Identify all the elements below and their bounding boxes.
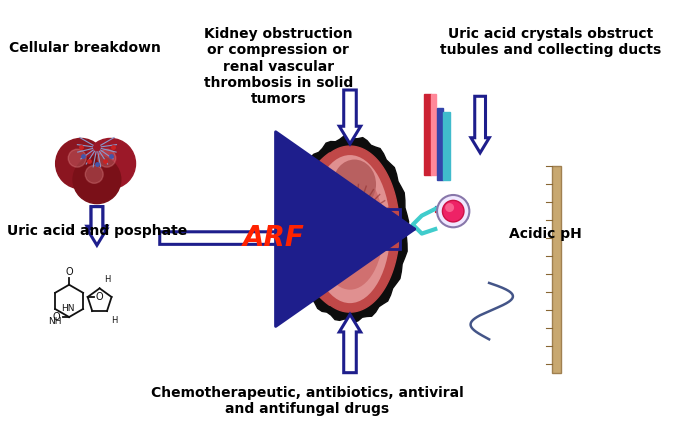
FancyBboxPatch shape [293,235,341,250]
FancyBboxPatch shape [293,222,341,236]
Text: O: O [65,267,73,277]
Bar [423,95,431,175]
Circle shape [437,195,469,227]
Ellipse shape [311,204,336,254]
Bar [437,108,443,180]
Circle shape [55,139,106,189]
Circle shape [68,149,86,167]
Bar [443,112,449,180]
Polygon shape [339,90,360,144]
Ellipse shape [316,169,384,289]
Circle shape [86,165,103,183]
Ellipse shape [310,155,391,303]
Circle shape [443,200,464,222]
Text: O: O [53,312,60,322]
Bar [431,95,436,175]
Polygon shape [292,146,399,312]
Text: H: H [104,275,111,284]
Circle shape [98,149,116,167]
Text: HN: HN [62,305,75,313]
Text: NH: NH [49,317,62,326]
Circle shape [86,139,135,189]
Polygon shape [284,136,408,323]
Polygon shape [160,227,296,249]
Bar [552,166,561,373]
Polygon shape [87,206,107,242]
Circle shape [445,203,454,212]
Text: ARF: ARF [243,224,304,252]
Polygon shape [471,96,489,153]
Ellipse shape [333,159,376,209]
FancyBboxPatch shape [452,203,468,210]
Text: O: O [96,292,103,302]
Circle shape [73,156,121,204]
Text: Kidney obstruction
or compression or
renal vascular
thrombosis in solid
tumors: Kidney obstruction or compression or ren… [204,27,353,106]
Text: Uric acid and posphate: Uric acid and posphate [7,224,187,238]
Text: Uric acid crystals obstruct
tubules and collecting ducts: Uric acid crystals obstruct tubules and … [440,27,661,57]
FancyBboxPatch shape [293,208,341,223]
Text: Chemotherapeutic, antibiotics, antiviral
and antifungal drugs: Chemotherapeutic, antibiotics, antiviral… [150,386,463,416]
Text: Acidic pH: Acidic pH [509,226,581,241]
Text: H: H [111,316,118,325]
Text: Cellular breakdown: Cellular breakdown [9,41,161,55]
Polygon shape [339,314,360,373]
FancyBboxPatch shape [452,212,468,219]
Polygon shape [87,206,107,245]
